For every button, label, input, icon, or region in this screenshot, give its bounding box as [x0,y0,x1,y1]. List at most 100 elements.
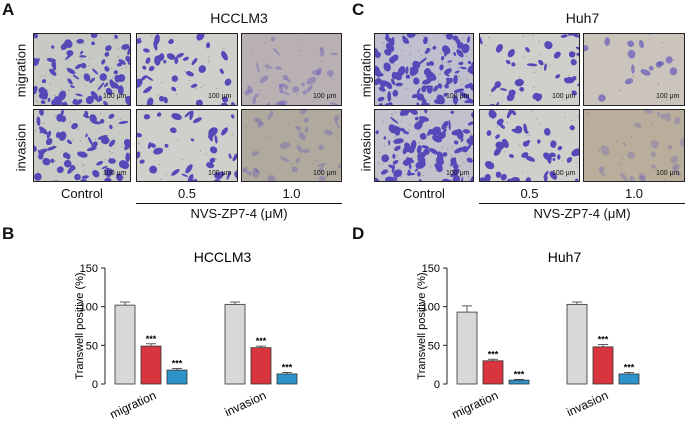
stained-cell [669,67,678,76]
pore-dot [416,124,418,126]
stained-cell [36,116,41,126]
stained-cell [466,157,473,163]
pore-dot [393,64,395,66]
pore-dot [250,52,252,54]
pore-dot [216,169,218,171]
pore-dot [259,89,261,92]
stained-cell [253,168,261,174]
stained-cell [278,100,288,105]
stained-cell [39,131,43,134]
stained-cell [83,73,91,82]
stained-cell [491,84,498,93]
scalebar: 100 μm [313,170,337,177]
stained-cell [47,97,51,103]
stained-cell [114,34,118,39]
pore-dot [85,84,87,86]
stained-cell [118,59,126,65]
stained-cell [388,164,395,169]
pore-dot [270,180,272,181]
stained-cell [413,77,420,85]
stained-cell [108,139,116,147]
stained-cell [312,69,321,76]
stained-cell [571,148,579,157]
stained-cell [234,170,237,179]
panel-letter-a: A [2,0,15,19]
stained-cell [55,180,60,181]
pore-dot [90,79,92,81]
stained-cell [454,70,460,74]
scalebar: 100 μm [208,93,232,100]
pore-dot [140,155,142,158]
stained-cell [461,43,470,54]
y-tick-label: 100 [80,302,98,314]
pore-dot [305,121,307,123]
pore-dot [458,75,460,77]
pore-dot [267,63,269,65]
stained-cell [226,171,231,180]
pore-dot [235,177,237,179]
pore-dot [400,120,402,123]
y-axis-label: Transwell positive (%) [416,272,428,379]
stained-cell [375,48,379,55]
stained-cell [650,140,659,149]
stained-cell [267,111,274,120]
pore-dot [170,52,172,54]
stained-cell [101,59,106,65]
stained-cell [450,110,454,115]
pore-dot [82,165,84,167]
stained-cell [525,47,530,53]
pore-dot [60,89,62,91]
pore-dot [35,92,37,94]
stained-cell [423,103,430,105]
panel-a-title: HCCLM3 [210,10,268,26]
stained-cell [278,83,286,88]
pore-dot [437,80,440,82]
stained-cell [38,153,44,160]
stained-cell [60,115,67,123]
pore-dot [575,162,577,164]
pore-dot [113,87,115,89]
stained-cell [575,46,579,52]
stained-cell [394,128,400,136]
stained-cell [279,142,291,149]
panel-letter-d: D [352,224,365,243]
stained-cell [432,45,437,50]
x-tick-label: migration [450,388,501,422]
stained-cell [624,78,634,85]
pore-dot [108,157,110,159]
pore-dot [51,161,54,163]
pore-dot [329,76,332,78]
stained-cell [72,98,78,105]
x-tick-label: invasion [564,388,610,419]
pore-dot [92,39,94,41]
stained-cell [259,75,269,84]
stained-cell [443,92,448,97]
stained-cell [553,51,561,59]
stained-cell [437,131,446,140]
stained-cell [171,113,182,121]
stained-cell [103,100,109,105]
stained-cell [486,130,492,136]
stained-cell [379,81,386,88]
stained-cell [145,75,154,81]
pore-dot [99,112,102,114]
stained-cell [189,110,194,121]
stained-cell [76,38,84,44]
micrograph-c-invasion-10 [583,109,685,182]
stained-cell [543,128,551,136]
stained-cell [149,165,158,174]
stained-cell [442,45,451,55]
stained-cell [181,173,188,177]
stained-cell [148,65,155,72]
stained-cell [137,151,141,159]
stained-cell [251,151,260,156]
pore-dot [409,44,411,46]
pore-dot [456,102,458,104]
stained-cell [51,99,59,105]
significance-label: *** [514,369,525,379]
stained-cell [467,121,473,126]
pore-dot [534,71,536,74]
bar [276,373,298,385]
stained-cell [69,164,76,171]
significance-label: *** [598,335,609,345]
